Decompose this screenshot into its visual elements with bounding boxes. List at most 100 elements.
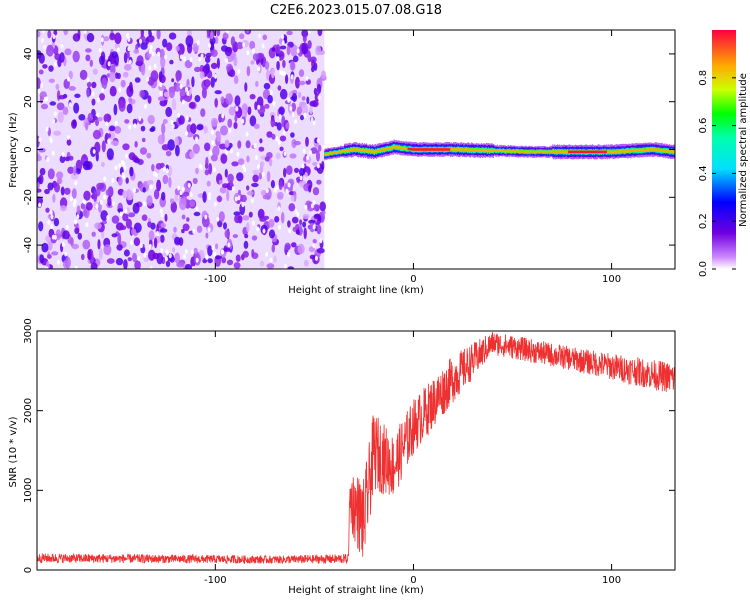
noise-blob — [86, 88, 90, 98]
noise-gap — [216, 216, 220, 222]
noise-gap — [159, 91, 163, 97]
noise-gap — [189, 57, 193, 63]
noise-gap — [208, 43, 212, 49]
noise-gap — [67, 135, 70, 140]
spectrogram-panel: -100 0 100 -40 -20 0 20 40 Height of straight l… — [8, 29, 676, 296]
noise-gap — [126, 32, 130, 38]
noise-blob — [193, 211, 201, 217]
signal-core — [586, 150, 588, 154]
noise-blob — [301, 42, 309, 55]
noise-blob — [284, 242, 291, 251]
noise-blob — [160, 222, 167, 228]
noise-blob — [185, 35, 194, 47]
noise-gap — [133, 123, 137, 129]
noise-blob — [37, 196, 44, 205]
noise-blob — [246, 185, 250, 191]
noise-blob — [82, 209, 88, 217]
noise-blob — [251, 182, 259, 188]
noise-blob — [37, 77, 41, 90]
noise-blob — [231, 161, 239, 167]
signal-core — [421, 148, 423, 151]
noise-blob — [200, 108, 206, 117]
noise-blob — [286, 165, 293, 175]
noise-blob — [248, 211, 253, 218]
noise-blob — [266, 152, 273, 159]
colorbar: 0.0 0.2 0.4 0.6 0.8 Normalized spectral ampl… — [698, 30, 749, 277]
noise-gap — [272, 101, 276, 106]
noise-gap — [51, 150, 55, 156]
noise-blob — [296, 106, 303, 115]
signal-core — [601, 150, 603, 154]
signal-band — [553, 151, 555, 154]
noise-blob — [242, 250, 249, 258]
noise-blob — [106, 148, 114, 160]
noise-blob — [122, 213, 129, 222]
signal-band — [501, 150, 503, 152]
signal-band — [649, 148, 651, 151]
noise-blob — [141, 137, 146, 143]
noise-gap — [283, 263, 287, 269]
noise-blob — [161, 122, 166, 135]
noise-blob — [226, 259, 234, 266]
noise-blob — [111, 233, 118, 238]
signal-band — [506, 149, 508, 152]
noise-blob — [53, 217, 60, 227]
noise-gap — [198, 56, 202, 62]
noise-gap — [53, 111, 57, 117]
signal-band — [454, 148, 456, 151]
noise-gap — [265, 188, 269, 194]
noise-gap — [83, 30, 87, 35]
noise-blob — [38, 221, 44, 232]
noise-blob — [142, 187, 146, 193]
noise-blob — [218, 179, 223, 185]
signal-band — [466, 148, 468, 151]
signal-core — [408, 147, 410, 151]
signal-band — [543, 150, 545, 153]
noise-blob — [126, 207, 130, 215]
signal-band — [516, 150, 518, 153]
signal-band — [564, 150, 566, 153]
signal-band — [503, 149, 505, 152]
noise-blob — [126, 85, 134, 98]
colorbar-tick-label: 0.0 — [698, 261, 709, 277]
noise-gap — [296, 211, 300, 217]
noise-blob — [162, 119, 168, 124]
signal-band — [670, 150, 672, 153]
signal-core — [598, 150, 600, 154]
signal-band — [625, 150, 627, 153]
signal-band — [486, 149, 488, 152]
noise-blob — [210, 76, 215, 88]
colorbar-strip — [712, 30, 736, 269]
noise-blob — [246, 65, 251, 77]
noise-gap — [159, 82, 163, 88]
noise-blob — [312, 204, 320, 211]
signal-band — [616, 150, 618, 154]
noise-blob — [295, 223, 300, 230]
signal-band — [500, 149, 502, 152]
noise-blob — [44, 188, 50, 195]
colorbar-tick-label: 0.2 — [698, 213, 709, 229]
noise-gap — [322, 144, 326, 150]
signal-band — [648, 149, 650, 152]
noise-blob — [205, 56, 211, 63]
signal-band — [469, 148, 472, 152]
noise-blob — [315, 45, 322, 56]
noise-gap — [275, 136, 279, 142]
noise-gap — [97, 97, 100, 103]
noise-gap — [119, 211, 123, 217]
noise-blob — [74, 93, 81, 99]
noise-blob — [57, 111, 64, 123]
noise-blob — [141, 214, 148, 221]
noise-blob — [175, 73, 180, 82]
noise-blob — [249, 115, 257, 127]
signal-core — [589, 150, 591, 154]
noise-blob — [111, 215, 120, 224]
signal-band — [397, 146, 399, 149]
signal-core — [591, 150, 593, 154]
signal-band — [461, 148, 463, 151]
signal-band — [609, 150, 611, 153]
noise-blob — [271, 47, 276, 52]
signal-band — [657, 148, 659, 152]
signal-band — [483, 149, 485, 152]
